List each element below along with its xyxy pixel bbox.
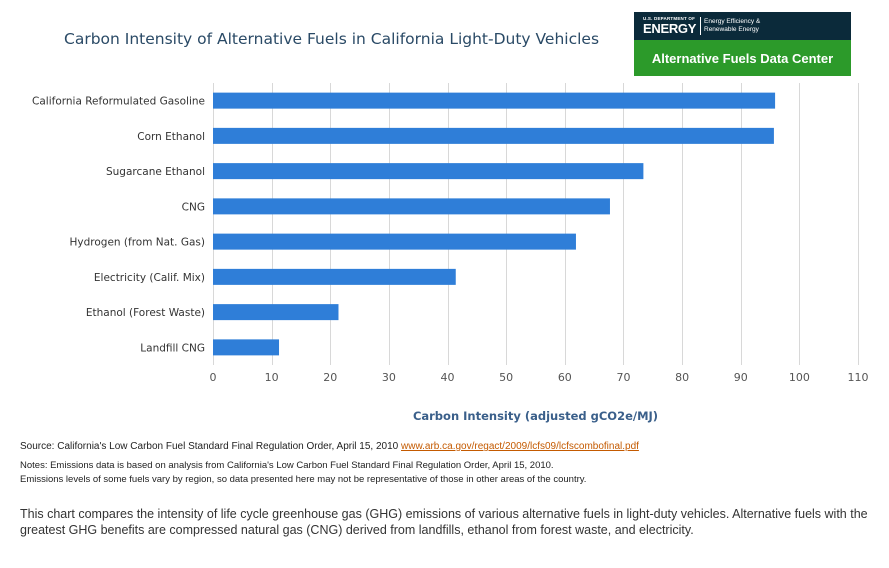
bar-0[interactable]	[213, 92, 776, 109]
source-text: Source: California's Low Carbon Fuel Sta…	[20, 441, 399, 452]
eere-text: Energy Efficiency & Renewable Energy	[704, 18, 814, 34]
doe-banner: U.S. DEPARTMENT OF ENERGY Energy Efficie…	[634, 12, 851, 40]
bar-6[interactable]	[213, 304, 339, 321]
doe-energy-text: ENERGY	[643, 21, 697, 36]
afdc-logo[interactable]: U.S. DEPARTMENT OF ENERGY Energy Efficie…	[634, 12, 851, 76]
tick-label-110: 110	[848, 371, 869, 384]
notes: Notes: Emissions data is based on analys…	[20, 459, 586, 487]
category-labels: California Reformulated Gasoline Corn Eth…	[32, 96, 205, 355]
tick-label-80: 80	[675, 371, 689, 384]
tick-label-10: 10	[265, 371, 279, 384]
afdc-banner: Alternative Fuels Data Center	[634, 40, 851, 76]
tick-label-20: 20	[323, 371, 337, 384]
bar-1[interactable]	[213, 127, 774, 144]
chart-title: Carbon Intensity of Alternative Fuels in…	[64, 30, 600, 48]
category-label-3: CNG	[182, 201, 205, 213]
category-label-5: Electricity (Calif. Mix)	[94, 272, 205, 284]
tick-label-90: 90	[734, 371, 748, 384]
tick-label-70: 70	[616, 371, 630, 384]
tick-labels: 0 10 20 30 40 50 60 70 80 90 100 110	[210, 371, 869, 384]
source-note: Source: California's Low Carbon Fuel Sta…	[20, 441, 639, 452]
bar-4[interactable]	[213, 233, 576, 250]
category-label-7: Landfill CNG	[140, 342, 205, 354]
x-axis-title: Carbon Intensity (adjusted gCO2e/MJ)	[413, 409, 658, 423]
tick-label-30: 30	[382, 371, 396, 384]
eere-line-2: Renewable Energy	[704, 26, 759, 33]
source-link[interactable]: www.arb.ca.gov/regact/2009/lcfs09/lcfsco…	[401, 441, 639, 452]
tick-label-40: 40	[441, 371, 455, 384]
category-label-2: Sugarcane Ethanol	[106, 166, 205, 178]
tick-label-0: 0	[210, 371, 217, 384]
tick-label-60: 60	[558, 371, 572, 384]
bar-3[interactable]	[213, 198, 610, 215]
bar-5[interactable]	[213, 268, 456, 285]
bars	[213, 92, 776, 356]
category-label-6: Ethanol (Forest Waste)	[86, 307, 205, 319]
notes-line-1: Notes: Emissions data is based on analys…	[20, 460, 554, 471]
tick-label-50: 50	[499, 371, 513, 384]
tick-label-100: 100	[789, 371, 810, 384]
notes-line-2: Emissions levels of some fuels vary by r…	[20, 474, 587, 485]
category-label-0: California Reformulated Gasoline	[32, 96, 205, 108]
bar-7[interactable]	[213, 339, 280, 356]
doe-department-text: U.S. DEPARTMENT OF	[643, 16, 696, 21]
eere-line-1: Energy Efficiency &	[704, 18, 761, 25]
category-label-4: Hydrogen (from Nat. Gas)	[70, 237, 206, 249]
grid-lines	[213, 83, 859, 365]
logo-divider	[700, 17, 701, 35]
bar-2[interactable]	[213, 163, 644, 180]
bar-chart: California Reformulated Gasoline Corn Eth…	[32, 83, 869, 423]
chart-description: This chart compares the intensity of lif…	[20, 507, 868, 537]
category-label-1: Corn Ethanol	[137, 131, 205, 143]
